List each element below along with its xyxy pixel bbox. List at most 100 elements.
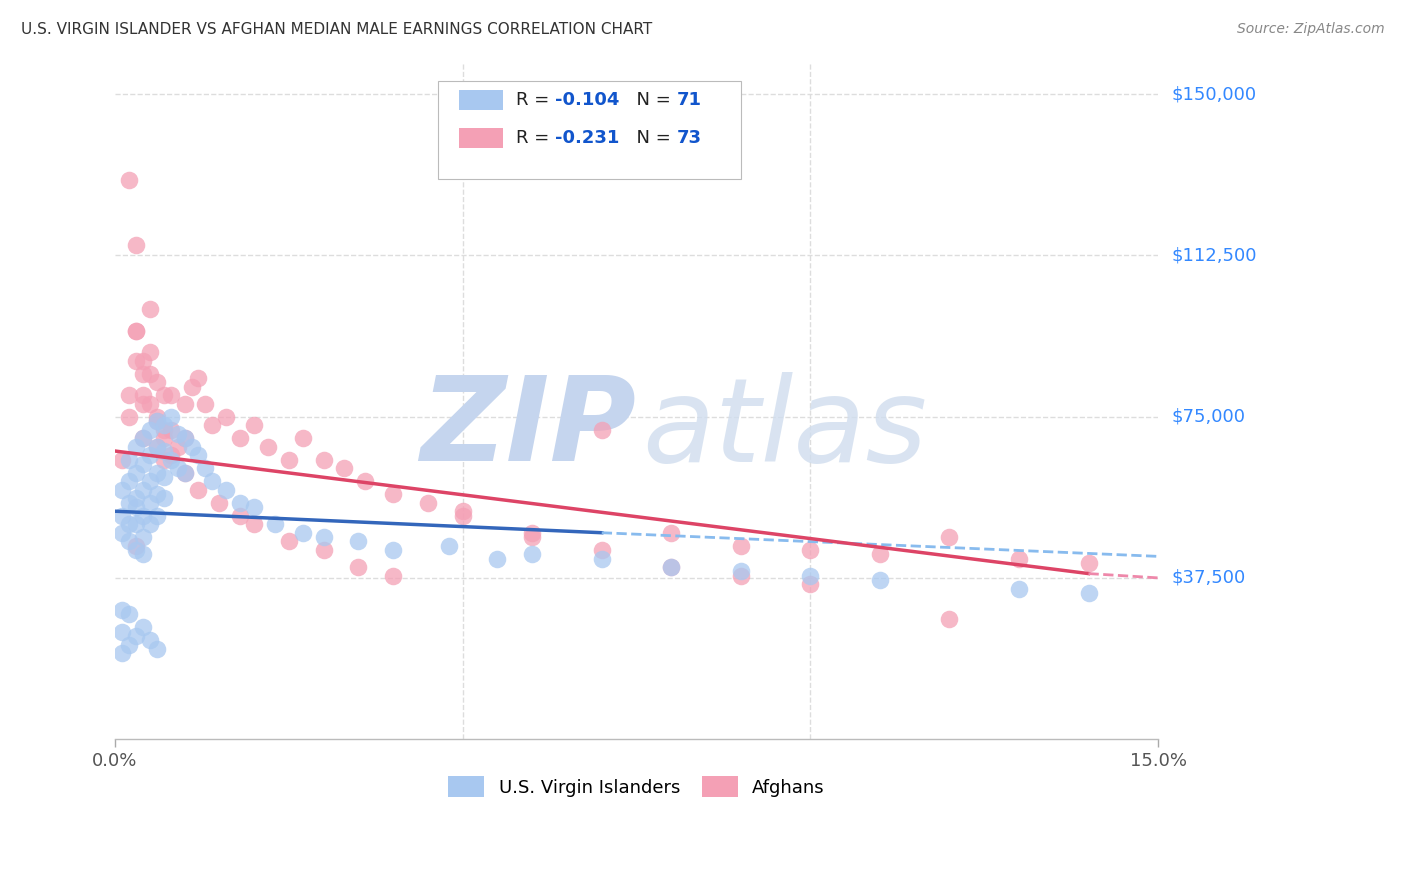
Point — [132, 353, 155, 368]
Point — [173, 431, 195, 445]
Point — [187, 448, 209, 462]
Point — [152, 491, 174, 506]
Text: R =: R = — [516, 129, 554, 147]
Point — [111, 452, 134, 467]
Point — [125, 500, 148, 514]
Point — [730, 565, 752, 579]
Point — [215, 409, 238, 424]
Point — [173, 466, 195, 480]
Point — [291, 431, 314, 445]
Point — [145, 409, 167, 424]
Point — [132, 367, 155, 381]
Point — [145, 440, 167, 454]
Point — [159, 448, 181, 462]
Point — [194, 461, 217, 475]
Point — [118, 474, 141, 488]
Point — [159, 388, 181, 402]
Point — [243, 500, 266, 514]
Point — [1077, 586, 1099, 600]
Point — [591, 551, 613, 566]
Point — [132, 620, 155, 634]
Point — [111, 603, 134, 617]
Point — [111, 508, 134, 523]
Point — [166, 426, 188, 441]
Point — [173, 431, 195, 445]
Text: $150,000: $150,000 — [1173, 85, 1257, 103]
Point — [139, 423, 162, 437]
Point — [522, 547, 544, 561]
Point — [799, 577, 821, 591]
Text: Source: ZipAtlas.com: Source: ZipAtlas.com — [1237, 22, 1385, 37]
Point — [118, 607, 141, 622]
Point — [125, 237, 148, 252]
Point — [132, 547, 155, 561]
Point — [139, 302, 162, 317]
Point — [333, 461, 356, 475]
Point — [125, 491, 148, 506]
Point — [145, 414, 167, 428]
Point — [354, 474, 377, 488]
Point — [152, 423, 174, 437]
Text: $112,500: $112,500 — [1173, 246, 1257, 264]
Point — [132, 397, 155, 411]
Point — [132, 508, 155, 523]
Point — [451, 508, 474, 523]
Point — [799, 568, 821, 582]
Point — [291, 525, 314, 540]
Point — [229, 508, 252, 523]
Point — [152, 444, 174, 458]
Point — [118, 409, 141, 424]
Point — [243, 418, 266, 433]
Point — [264, 517, 287, 532]
Text: 71: 71 — [678, 91, 702, 109]
Point — [145, 440, 167, 454]
Point — [159, 423, 181, 437]
Point — [437, 539, 460, 553]
Point — [938, 612, 960, 626]
Point — [522, 525, 544, 540]
Point — [347, 534, 370, 549]
Text: atlas: atlas — [641, 372, 927, 485]
Point — [139, 474, 162, 488]
Point — [208, 495, 231, 509]
Point — [229, 431, 252, 445]
Text: 73: 73 — [678, 129, 702, 147]
Text: -0.231: -0.231 — [555, 129, 620, 147]
Point — [938, 530, 960, 544]
Point — [125, 440, 148, 454]
Point — [139, 448, 162, 462]
Point — [166, 461, 188, 475]
Point — [139, 367, 162, 381]
Point — [243, 517, 266, 532]
Point — [118, 173, 141, 187]
Point — [215, 483, 238, 497]
Point — [659, 560, 682, 574]
Point — [869, 573, 891, 587]
Point — [132, 530, 155, 544]
Point — [118, 534, 141, 549]
Point — [125, 539, 148, 553]
Point — [522, 530, 544, 544]
Point — [139, 517, 162, 532]
Point — [173, 397, 195, 411]
Point — [139, 345, 162, 359]
Point — [173, 466, 195, 480]
Point — [730, 568, 752, 582]
Point — [125, 543, 148, 558]
Point — [125, 353, 148, 368]
Legend: U.S. Virgin Islanders, Afghans: U.S. Virgin Islanders, Afghans — [441, 769, 832, 805]
Point — [118, 638, 141, 652]
Point — [139, 633, 162, 648]
Point — [125, 324, 148, 338]
Point — [257, 440, 280, 454]
Point — [132, 457, 155, 471]
Point — [591, 543, 613, 558]
Point — [201, 418, 224, 433]
Bar — [460, 90, 503, 110]
Point — [730, 539, 752, 553]
Point — [312, 543, 335, 558]
Point — [145, 414, 167, 428]
Point — [139, 495, 162, 509]
Point — [125, 629, 148, 643]
Point — [132, 431, 155, 445]
